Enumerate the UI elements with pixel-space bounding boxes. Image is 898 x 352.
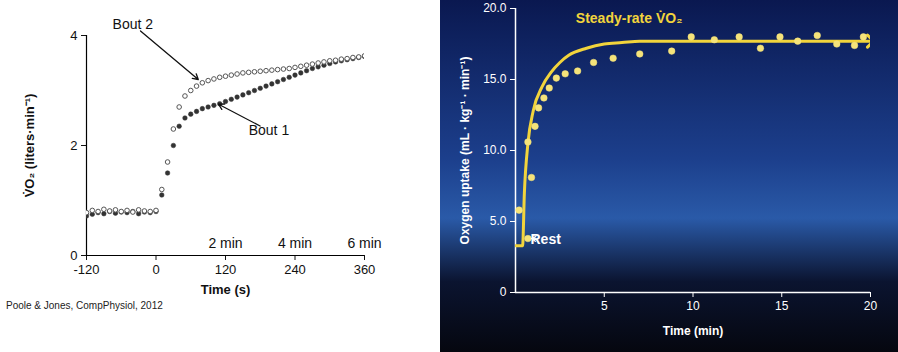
svg-text:5: 5	[601, 299, 608, 313]
svg-text:20: 20	[864, 299, 878, 313]
svg-text:6 min: 6 min	[347, 235, 381, 251]
svg-text:360: 360	[354, 262, 376, 277]
svg-text:2: 2	[70, 138, 77, 153]
svg-text:Steady-rate V̇O₂: Steady-rate V̇O₂	[576, 10, 683, 26]
svg-text:10.0: 10.0	[483, 143, 507, 157]
svg-text:Time (s): Time (s)	[201, 282, 251, 297]
svg-text:4: 4	[70, 28, 77, 43]
svg-text:0: 0	[70, 248, 77, 263]
svg-text:0: 0	[500, 285, 507, 299]
svg-text:15.0: 15.0	[483, 72, 507, 86]
svg-text:0: 0	[152, 262, 159, 277]
svg-text:Bout 2: Bout 2	[113, 16, 154, 32]
svg-text:V̇O₂ (liters·min⁻¹): V̇O₂ (liters·min⁻¹)	[22, 94, 37, 198]
svg-text:20.0: 20.0	[483, 1, 507, 15]
svg-text:5.0: 5.0	[490, 214, 507, 228]
svg-text:240: 240	[284, 262, 306, 277]
svg-text:120: 120	[215, 262, 237, 277]
svg-text:Bout 1: Bout 1	[249, 122, 290, 138]
svg-text:Oxygen uptake (mL · kg⁻¹ · min: Oxygen uptake (mL · kg⁻¹ · min⁻¹)	[458, 57, 472, 245]
svg-text:Time (min): Time (min)	[663, 324, 723, 338]
svg-text:Rest: Rest	[530, 231, 561, 247]
svg-text:2 min: 2 min	[208, 235, 242, 251]
svg-text:4 min: 4 min	[278, 235, 312, 251]
svg-text:-120: -120	[73, 262, 99, 277]
html-text:Poole & Jones, CompPhysiol, 20: Poole & Jones, CompPhysiol, 2012	[6, 300, 163, 311]
svg-text:15: 15	[775, 299, 789, 313]
svg-text:10: 10	[686, 299, 700, 313]
